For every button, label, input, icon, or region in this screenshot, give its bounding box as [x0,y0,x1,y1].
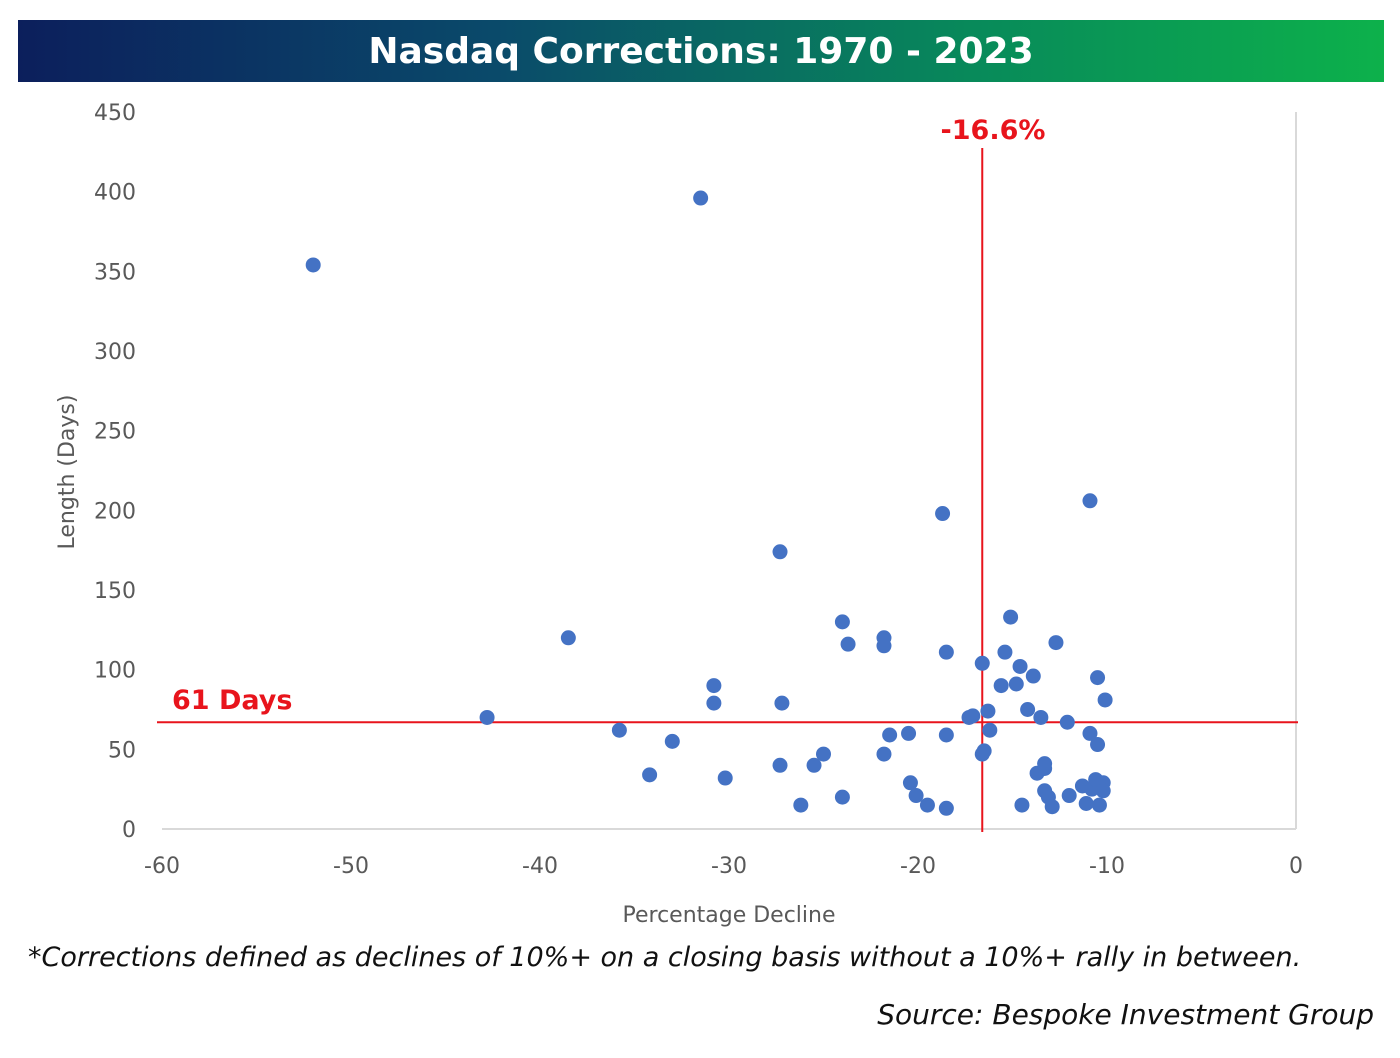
data-point [919,797,935,813]
chart-title-bar: Nasdaq Corrections: 1970 - 2023 [18,20,1384,82]
data-point [840,636,856,652]
data-point [902,775,918,791]
vertical-reference-label: -16.6% [941,115,1046,146]
data-point [1091,797,1107,813]
data-point [1059,714,1075,730]
data-point [816,746,831,762]
data-point [774,695,790,711]
y-tick-label: 150 [94,579,136,604]
data-point [876,746,892,762]
data-point [882,727,898,743]
data-point [1090,737,1106,753]
data-point [1061,788,1077,804]
data-point [664,733,680,749]
data-point [706,678,722,694]
y-axis-title: Length (Days) [55,395,80,550]
data-point [1003,609,1019,625]
y-tick-label: 200 [94,499,136,524]
data-point [806,757,822,773]
data-point [706,695,722,711]
data-point [693,190,709,206]
data-point [974,655,990,671]
horizontal-reference-label: 61 Days [172,685,292,716]
data-point [1082,493,1098,509]
y-tick-label: 400 [94,181,136,206]
data-point [834,614,850,630]
data-point [1008,676,1024,692]
data-point [1078,796,1094,812]
reference-lines [157,148,1298,832]
data-point [1097,692,1113,708]
y-tick-label: 350 [94,260,136,285]
x-tick-label: -40 [522,854,558,879]
chart-title: Nasdaq Corrections: 1970 - 2023 [368,30,1034,72]
data-point [717,770,733,786]
data-point [876,638,892,654]
data-point [1020,702,1036,717]
data-point [305,257,321,273]
data-point [611,722,627,738]
data-points [305,190,1113,816]
data-point [965,708,981,724]
x-tick-label: -50 [333,854,369,879]
data-point [560,630,576,646]
data-point [1033,709,1049,725]
data-point [642,767,658,783]
data-point [938,644,954,660]
data-point [1048,635,1064,651]
data-point [982,722,998,738]
data-point [901,725,917,741]
y-tick-label: 0 [122,818,136,843]
data-point [908,788,924,804]
x-tick-label: -30 [711,854,747,879]
data-point [1012,658,1028,674]
source-note: Source: Bespoke Investment Group [877,998,1374,1031]
x-tick-label: 0 [1289,854,1303,879]
data-point [980,703,996,719]
y-tick-label: 50 [108,738,136,763]
data-point [976,743,992,759]
footnote: *Corrections defined as declines of 10%+… [28,942,1302,973]
scatter-plot: -60 -50 -40 -30 -20 -10 0 0 50 100 150 200 250 300 350… [55,101,1303,928]
data-point [1082,725,1098,741]
data-point [1037,756,1053,772]
data-point [1090,670,1106,686]
y-tick-label: 450 [94,101,136,126]
data-point [1044,799,1060,815]
data-point [1014,797,1030,813]
data-point [997,644,1013,660]
data-point [938,727,954,743]
x-tick-label: -60 [144,854,180,879]
y-tick-label: 300 [94,340,136,365]
data-point [1025,668,1041,684]
y-tick-label: 250 [94,420,136,445]
axes: -60 -50 -40 -30 -20 -10 0 0 50 100 150 200 250 300 350… [94,101,1303,879]
data-point [938,800,954,816]
x-tick-label: -20 [900,854,936,879]
data-point [1095,783,1111,799]
x-tick-label: -10 [1089,854,1125,879]
y-tick-label: 100 [94,659,136,684]
data-point [993,678,1009,694]
data-point [834,789,850,805]
data-point [772,757,788,773]
data-point [479,709,495,725]
data-point [935,506,951,522]
data-point [772,544,788,560]
data-point [793,797,809,813]
x-axis-title: Percentage Decline [622,903,835,928]
